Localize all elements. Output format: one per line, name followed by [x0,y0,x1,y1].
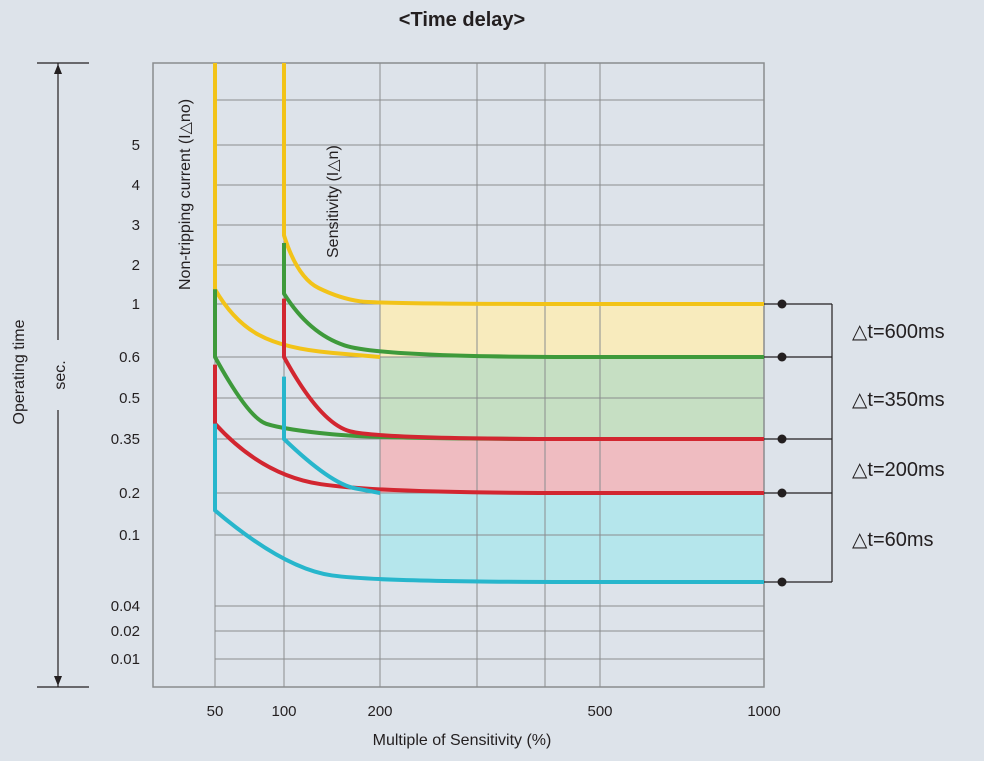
y-tick-label: 0.04 [111,598,140,615]
y-tick-label: 2 [132,257,140,274]
x-tick-label: 200 [367,703,392,720]
curve-series-1-line-2 [213,63,381,359]
curve-series-3-line-1 [282,298,764,441]
y-tick-label: 0.01 [111,651,140,668]
delay-band-1 [380,304,764,357]
sensitivity-label: Sensitivity (I△n) [325,145,342,258]
curve-series-1-line-1 [282,63,764,306]
y-tick-label: 4 [132,177,140,194]
y-tick-label: 0.02 [111,623,140,640]
y-tick-label: 1 [132,296,140,313]
y-tick-labels: 5 4 3 2 1 0.6 0.5 0.35 0.2 0.1 0.04 0.02 0.01 [111,137,140,668]
curve-series-4-line-2 [213,423,764,584]
delay-annotation-2: △t=350ms [852,389,945,411]
bracket-dot-4 [777,577,787,587]
x-axis-title: Multiple of Sensitivity (%) [373,732,552,749]
y-axis-title: Operating time [11,319,28,424]
x-tick-labels: 50 100 200 500 1000 [207,703,781,720]
chart-title: <Time delay> [399,9,525,31]
delay-band-4 [380,493,764,582]
y-tick-label: 0.1 [119,527,140,544]
bracket-dot-2 [777,434,787,444]
delay-annotations: △t=600ms △t=350ms △t=200ms △t=60ms [852,321,945,551]
y-tick-label: 0.6 [119,349,140,366]
plot-area-border [152,62,765,688]
curves-layer [213,63,764,584]
curve-series-2-line-1 [282,242,764,359]
curve-series-3-line-2 [213,364,764,495]
bands-layer [380,304,764,582]
y-tick-label: 0.35 [111,431,140,448]
delay-annotation-1: △t=600ms [852,321,945,343]
curve-series-4-line-1 [282,376,381,495]
bracket-dot-0 [777,299,787,309]
y-tick-label: 0.5 [119,390,140,407]
y-axis-dimension [37,62,89,688]
x-tick-label: 100 [271,703,296,720]
delay-annotation-4: △t=60ms [852,529,934,551]
delay-band-3 [380,439,764,493]
delay-bracket [764,299,833,587]
x-tick-label: 50 [207,703,224,720]
y-tick-label: 3 [132,217,140,234]
y-tick-label: 5 [132,137,140,154]
non-tripping-label: Non-tripping current (I△no) [177,99,194,290]
bracket-dot-1 [777,352,787,362]
delay-annotation-3: △t=200ms [852,459,945,481]
y-axis-unit: sec. [52,360,69,389]
y-tick-label: 0.2 [119,485,140,502]
bracket-dot-3 [777,488,787,498]
x-tick-label: 500 [587,703,612,720]
x-tick-label: 1000 [747,703,780,720]
